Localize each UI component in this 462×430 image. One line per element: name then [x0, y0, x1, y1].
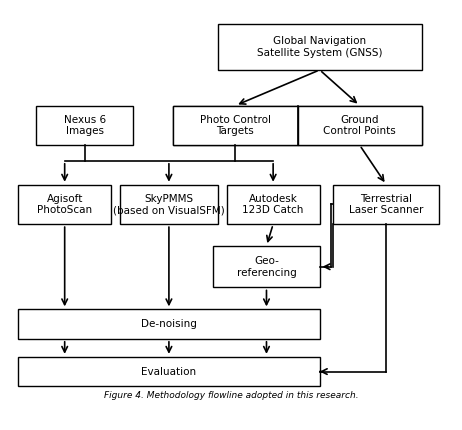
FancyBboxPatch shape	[333, 184, 439, 224]
FancyBboxPatch shape	[18, 357, 320, 387]
Text: Global Navigation
Satellite System (GNSS): Global Navigation Satellite System (GNSS…	[257, 37, 383, 58]
Text: De-noising: De-noising	[141, 319, 197, 329]
Text: Geo-
referencing: Geo- referencing	[237, 256, 296, 277]
Text: Terrestrial
Laser Scanner: Terrestrial Laser Scanner	[349, 194, 423, 215]
Text: Ground
Control Points: Ground Control Points	[323, 114, 396, 136]
FancyBboxPatch shape	[120, 184, 218, 224]
FancyBboxPatch shape	[18, 184, 111, 224]
FancyBboxPatch shape	[173, 105, 298, 145]
FancyBboxPatch shape	[226, 184, 320, 224]
FancyBboxPatch shape	[298, 105, 422, 145]
FancyBboxPatch shape	[18, 309, 320, 339]
FancyBboxPatch shape	[36, 105, 134, 145]
Text: Autodesk
123D Catch: Autodesk 123D Catch	[243, 194, 304, 215]
Text: Figure 4. Methodology flowline adopted in this research.: Figure 4. Methodology flowline adopted i…	[103, 391, 359, 400]
Text: Nexus 6
Images: Nexus 6 Images	[64, 114, 106, 136]
FancyBboxPatch shape	[218, 25, 422, 70]
Text: SkyPMMS
(based on VisualSFM): SkyPMMS (based on VisualSFM)	[113, 194, 225, 215]
Text: Photo Control
Targets: Photo Control Targets	[200, 114, 271, 136]
Text: Evaluation: Evaluation	[141, 366, 196, 377]
FancyBboxPatch shape	[213, 246, 320, 288]
Text: Agisoft
PhotoScan: Agisoft PhotoScan	[37, 194, 92, 215]
